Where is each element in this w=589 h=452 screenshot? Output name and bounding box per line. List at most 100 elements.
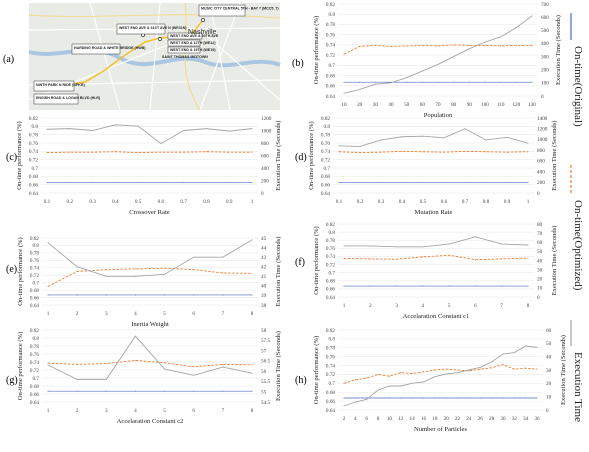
- series-exec-line-point: [47, 242, 49, 244]
- series-optimized-line: [47, 267, 253, 287]
- series-optimized-line-point: [105, 363, 107, 365]
- x-tick-label: 0.1: [336, 199, 343, 205]
- y2-tick-label: 60: [537, 240, 543, 246]
- series-original-line-point: [193, 294, 195, 296]
- series-optimized-line-point: [400, 372, 402, 374]
- x-axis-label: Number of Particles: [414, 426, 468, 433]
- y2-tick-label: 45: [261, 236, 267, 242]
- series-optimized-line-point: [421, 44, 423, 46]
- y-tick-label: 0.76: [321, 141, 330, 147]
- series-original-line-point: [421, 81, 423, 83]
- series-original-line-point: [445, 397, 447, 399]
- series-optimized-line-point: [47, 285, 49, 287]
- y2-axis-label: Execution Time (Seconds): [551, 226, 558, 296]
- series-original-line-point: [343, 397, 345, 399]
- series-exec-line-point: [401, 136, 403, 138]
- series-optimized-line-point: [354, 379, 356, 381]
- stop-label: SAINT THOMAS MIDTOWN: [162, 55, 208, 59]
- series-exec-line-point: [453, 56, 455, 58]
- series-optimized-line-point: [501, 258, 503, 260]
- series-exec-line-point: [92, 130, 94, 131]
- series-optimized-line-point: [491, 367, 493, 369]
- x-tick-label: 22: [455, 416, 461, 422]
- y2-tick-label: 38: [261, 303, 267, 309]
- legend: On-time(Original) On-time(Optimized) Exe…: [570, 13, 584, 422]
- legend-exec-label: Execution Time: [572, 352, 584, 422]
- x-tick-label: 3: [395, 303, 398, 309]
- series-original-line-point: [134, 294, 136, 296]
- series-optimized-line-point: [502, 364, 504, 366]
- series-exec-line-point: [502, 353, 504, 355]
- series-original-line-point: [464, 182, 466, 184]
- series-original-line-point: [422, 285, 424, 287]
- x-axis-label: Population: [424, 112, 453, 119]
- stop-marker[interactable]: [158, 37, 162, 41]
- series-optimized-line-point: [369, 258, 371, 260]
- y-tick-label: 0.78: [321, 132, 330, 138]
- y2-tick-label: 80: [537, 222, 543, 228]
- x-tick-label: 2: [369, 303, 372, 309]
- stop-marker[interactable]: [201, 18, 205, 22]
- x-tick-label: 4: [134, 408, 137, 414]
- series-optimized-line-point: [457, 369, 459, 371]
- series-optimized-line-point: [464, 150, 466, 152]
- series-optimized-line-point: [251, 151, 253, 153]
- y2-tick-label: 1200: [537, 127, 548, 133]
- series-exec-line-point: [468, 48, 470, 50]
- series-original-line-point: [411, 397, 413, 399]
- x-tick-label: 18: [432, 416, 438, 422]
- x-axis-label: Mutation Rate: [415, 209, 453, 216]
- y2-tick-label: 400: [541, 41, 549, 47]
- x-tick-label: 110: [497, 102, 505, 108]
- series-exec-line-point: [448, 243, 450, 245]
- y-tick-label: 0.78: [30, 344, 39, 350]
- series-optimized-line: [47, 359, 253, 368]
- y2-tick-label: 50: [546, 341, 552, 347]
- stop-label: ENGISH ROAD & LOGAN BLVD (HLR): [36, 96, 101, 100]
- series-exec-line-point: [69, 128, 71, 130]
- x-tick-label: 0.6: [158, 199, 165, 205]
- series-exec-line-point: [76, 266, 78, 268]
- series-exec-line-point: [164, 368, 166, 370]
- y2-tick-label: 56: [261, 369, 267, 375]
- series-exec-line-point: [374, 83, 376, 85]
- y2-tick-label: 200: [541, 68, 549, 74]
- series-original-line-point: [468, 81, 470, 83]
- x-axis-label: Inertia Weight: [131, 321, 169, 328]
- y2-tick-label: 600: [541, 15, 549, 21]
- x-tick-label: 14: [410, 416, 416, 422]
- panel-letter: (f): [295, 257, 305, 268]
- x-tick-label: 2: [76, 408, 79, 414]
- series-optimized-line-point: [453, 44, 455, 46]
- y-tick-label: 0.66: [30, 295, 39, 301]
- series-exec-line-point: [193, 256, 195, 258]
- x-axis-label: Accelaration Constant c1: [403, 313, 470, 320]
- stop-label: WEST END AVE & 31ST AVE N (WE31N): [119, 26, 187, 30]
- y2-tick-label: 0: [261, 191, 264, 197]
- y-tick-label: 0.72: [326, 262, 335, 268]
- x-tick-label: 0.3: [378, 199, 385, 205]
- x-tick-label: 6: [192, 408, 195, 414]
- series-optimized-line-point: [251, 272, 253, 274]
- series-optimized-line-point: [485, 151, 487, 153]
- y2-tick-label: 1000: [261, 128, 272, 134]
- y-tick-label: 0.72: [30, 273, 39, 279]
- y-tick-label: 0.82: [326, 2, 335, 8]
- series-exec-line-point: [343, 92, 345, 94]
- y2-tick-label: 55: [261, 390, 267, 396]
- y-tick-label: 0.64: [326, 408, 335, 414]
- series-original-line-point: [525, 397, 527, 399]
- x-tick-label: 2: [343, 416, 346, 422]
- series-optimized-line-point: [338, 151, 340, 153]
- series-exec-line-point: [536, 346, 538, 348]
- y-tick-label: 0.8: [324, 124, 331, 130]
- series-exec-line-point: [400, 385, 402, 387]
- y-tick-label: 0.7: [33, 280, 40, 286]
- series-optimized-line-point: [422, 256, 424, 258]
- y-tick-label: 0.7: [329, 270, 336, 276]
- y2-tick-label: 55.5: [261, 379, 270, 385]
- series-original-line-point: [422, 397, 424, 399]
- y2-tick-label: 57.5: [261, 338, 270, 344]
- stop-label: NINTH PARK N RIDE (NPKR): [36, 83, 85, 87]
- series-optimized-line-point: [468, 370, 470, 372]
